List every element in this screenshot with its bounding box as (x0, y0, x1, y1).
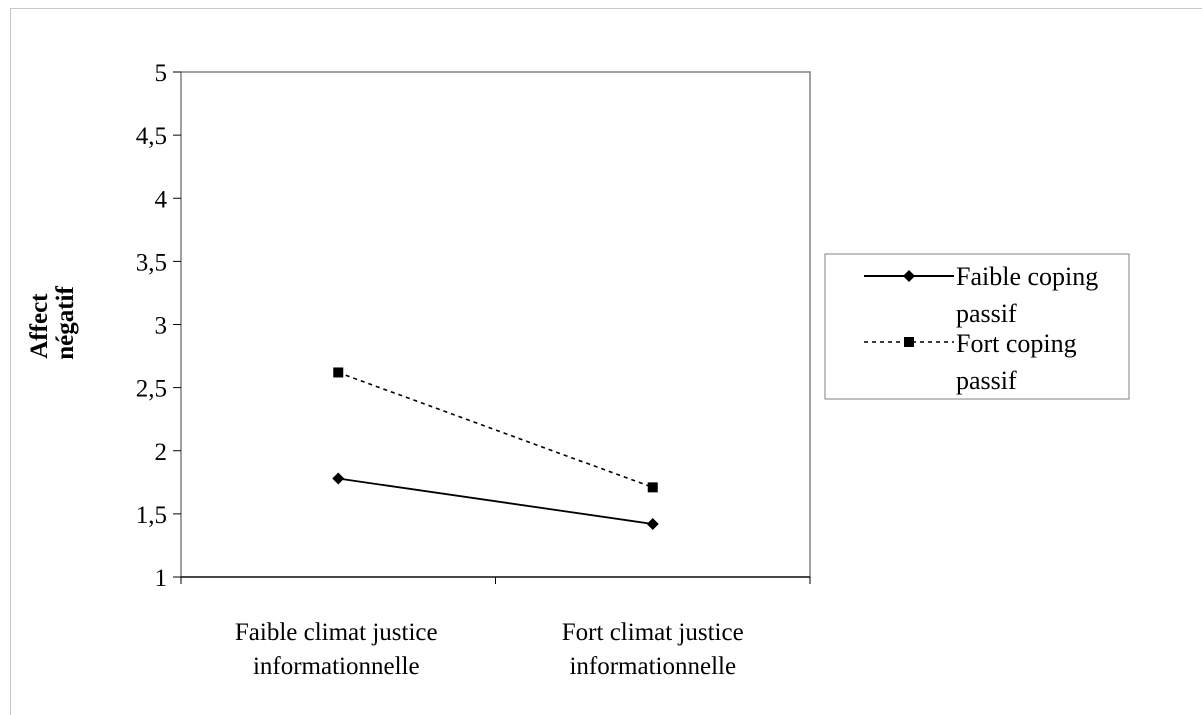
y-tick-label: 3 (155, 313, 168, 340)
legend-marker-diamond (903, 270, 915, 282)
series-group (332, 367, 659, 530)
y-tick-label: 3,5 (136, 249, 167, 276)
y-tick-label: 2,5 (136, 376, 167, 403)
x-category-label-line: Fort climat justice (562, 619, 744, 646)
y-tick-label: 4,5 (136, 123, 167, 150)
y-tick-label: 1,5 (136, 502, 167, 529)
legend-box (824, 253, 1130, 400)
chart-frame (10, 8, 1202, 715)
legend-label-faible-line-2: passif (956, 299, 1017, 328)
data-point-diamond (646, 517, 659, 530)
axes: 1 1,5 2 2,5 3 3,5 4 4,5 5 Faible climat justice in… (136, 60, 811, 680)
legend-label-fort: Fort coping passif (956, 329, 1083, 395)
legend-label-fort-line-2: passif (956, 366, 1017, 395)
legend-label-faible-line-1: Faible coping (956, 262, 1098, 291)
x-category-label: Faible climat justice informationnelle (235, 619, 438, 680)
y-tick-label: 2 (155, 439, 168, 466)
y-tick-label: 4 (155, 186, 168, 213)
y-axis-label-line-1: Affect (26, 293, 53, 359)
x-category-label-line: informationnelle (253, 653, 420, 680)
x-category-label-line: informationnelle (569, 653, 736, 680)
y-axis-label-line-2: négatif (52, 286, 79, 360)
plot-area (180, 71, 811, 578)
x-category-label-line: Faible climat justice (235, 619, 438, 646)
legend-label-fort-line-1: Fort coping (956, 329, 1077, 358)
data-point-square (333, 367, 344, 378)
series-line-faible-coping (338, 477, 653, 525)
y-tick-label: 5 (155, 60, 168, 87)
legend: Faible coping passif Fort coping passif (824, 253, 1130, 400)
x-category-label: Fort climat justice informationnelle (562, 619, 744, 680)
data-point-square (647, 482, 658, 493)
y-axis-label: Affect négatif (26, 286, 79, 360)
data-point-diamond (332, 472, 345, 485)
legend-marker-square (904, 337, 914, 347)
y-tick-label: 1 (155, 565, 168, 592)
legend-label-faible: Faible coping passif (956, 262, 1105, 328)
